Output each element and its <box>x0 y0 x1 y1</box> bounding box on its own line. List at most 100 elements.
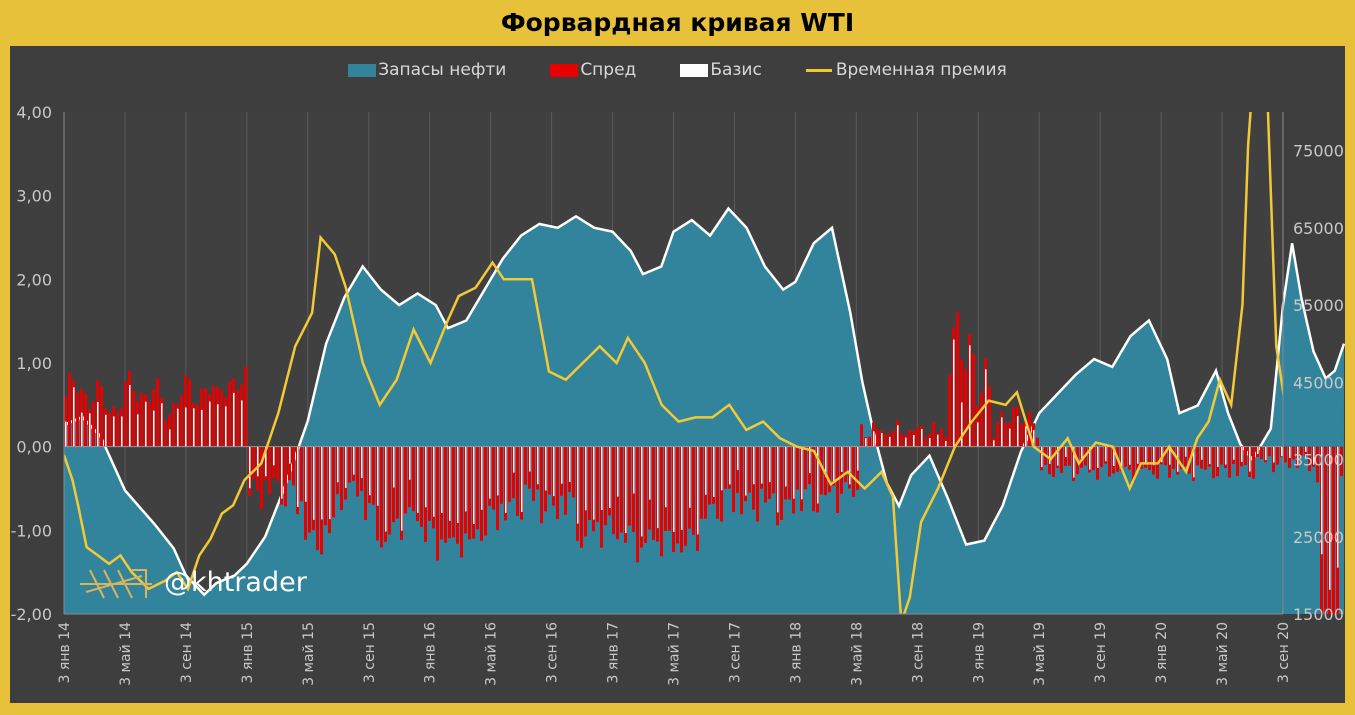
spread-bar <box>1316 446 1319 483</box>
spread-bar <box>580 446 583 548</box>
x-tick-label: 3 май 14 <box>118 622 134 686</box>
spread-bar <box>700 446 703 519</box>
basis-bar <box>697 446 699 535</box>
spread-bar <box>1332 446 1335 614</box>
spread-bar <box>1068 446 1071 466</box>
spread-bar <box>732 446 735 513</box>
x-tick-label: 3 сен 17 <box>727 622 743 683</box>
basis-bar <box>713 446 715 497</box>
spread-bar <box>740 446 743 515</box>
x-tick-label: 3 сен 16 <box>545 622 561 683</box>
basis-bar <box>1313 446 1315 465</box>
basis-bar <box>225 406 227 447</box>
basis-bar <box>1065 446 1067 457</box>
basis-bar <box>985 369 987 447</box>
spread-bar <box>796 446 799 490</box>
basis-bar <box>1145 446 1147 465</box>
basis-bar <box>465 446 467 512</box>
x-tick-label: 3 сен 15 <box>362 622 378 683</box>
spread-bar <box>452 446 455 538</box>
spread-bar <box>1140 446 1143 469</box>
basis-bar <box>969 345 971 447</box>
legend-label-spread: Спред <box>580 60 637 80</box>
basis-bar <box>1297 446 1299 466</box>
basis-bar <box>1097 446 1099 468</box>
spread-bar <box>644 446 647 543</box>
spread-bar <box>412 446 415 512</box>
spread-bar <box>84 393 87 447</box>
y-right-tick-label: 45000 <box>1293 373 1344 392</box>
basis-bar <box>281 446 283 499</box>
y-left-tick-label: 1,00 <box>16 354 52 373</box>
basis-bar <box>81 412 83 447</box>
basis-bar <box>1193 446 1195 478</box>
spread-bar <box>1228 446 1231 478</box>
spread-bar <box>964 369 967 447</box>
spread-bar <box>996 421 999 447</box>
spread-bar <box>868 436 871 447</box>
spread-bar <box>348 446 351 483</box>
spread-bar <box>524 446 527 485</box>
spread-bar <box>756 446 759 522</box>
spread-bar <box>388 446 391 535</box>
spread-bar <box>100 385 103 447</box>
spread-bar <box>932 421 935 447</box>
spread-bar <box>772 446 775 494</box>
spread-bar <box>684 446 687 546</box>
basis-bar <box>529 446 531 472</box>
basis-bar <box>865 438 867 447</box>
basis-bar <box>313 446 315 520</box>
spread-bar <box>812 446 815 512</box>
spread-bar <box>596 446 599 523</box>
x-tick-label: 3 май 17 <box>667 622 683 686</box>
spread-bar <box>68 373 71 447</box>
spread-bar <box>988 386 991 447</box>
spread-bar <box>292 446 295 486</box>
basis-bar <box>537 446 539 485</box>
basis-bar <box>1249 446 1251 472</box>
basis-bar <box>1041 446 1043 468</box>
basis-bar <box>409 446 411 480</box>
basis-bar <box>1009 428 1011 447</box>
legend-label-premium: Временная премия <box>835 60 1007 80</box>
spread-bar <box>1004 422 1007 447</box>
spread-bar <box>620 446 623 533</box>
basis-bar <box>1185 446 1187 457</box>
spread-bar <box>1276 446 1279 465</box>
basis-bar <box>289 446 291 464</box>
basis-bar <box>489 446 491 499</box>
spread-bar <box>148 401 151 447</box>
basis-bar <box>593 446 595 520</box>
basis-bar <box>689 446 691 508</box>
spread-bar <box>316 446 319 551</box>
basis-bar <box>353 446 355 475</box>
spread-bar <box>468 446 471 540</box>
spread-bar <box>1300 446 1303 456</box>
basis-bar <box>249 446 251 489</box>
spread-bar <box>1100 446 1103 468</box>
spread-bar <box>1220 446 1223 465</box>
spread-bar <box>748 446 751 493</box>
basis-bar <box>721 446 723 491</box>
y-right-tick-label: 55000 <box>1293 296 1344 315</box>
basis-bar <box>401 446 403 531</box>
spread-bar <box>908 429 911 447</box>
spread-bar <box>404 446 407 514</box>
basis-bar <box>89 413 91 447</box>
x-tick-label: 3 май 15 <box>301 622 317 686</box>
basis-bar <box>169 429 171 447</box>
basis-bar <box>841 446 843 472</box>
legend-label-stocks: Запасы нефти <box>378 60 507 80</box>
y-left-tick-label: 2,00 <box>16 270 52 289</box>
basis-bar <box>889 436 891 447</box>
spread-bar <box>252 446 255 480</box>
basis-bar <box>905 437 907 447</box>
basis-bar <box>769 446 771 483</box>
spread-bar <box>1124 446 1127 467</box>
spread-bar <box>380 446 383 548</box>
basis-bar <box>185 407 187 447</box>
basis-bar <box>977 422 979 447</box>
spread-bar <box>1060 446 1063 473</box>
basis-bar <box>233 392 235 447</box>
spread-bar <box>236 390 239 447</box>
